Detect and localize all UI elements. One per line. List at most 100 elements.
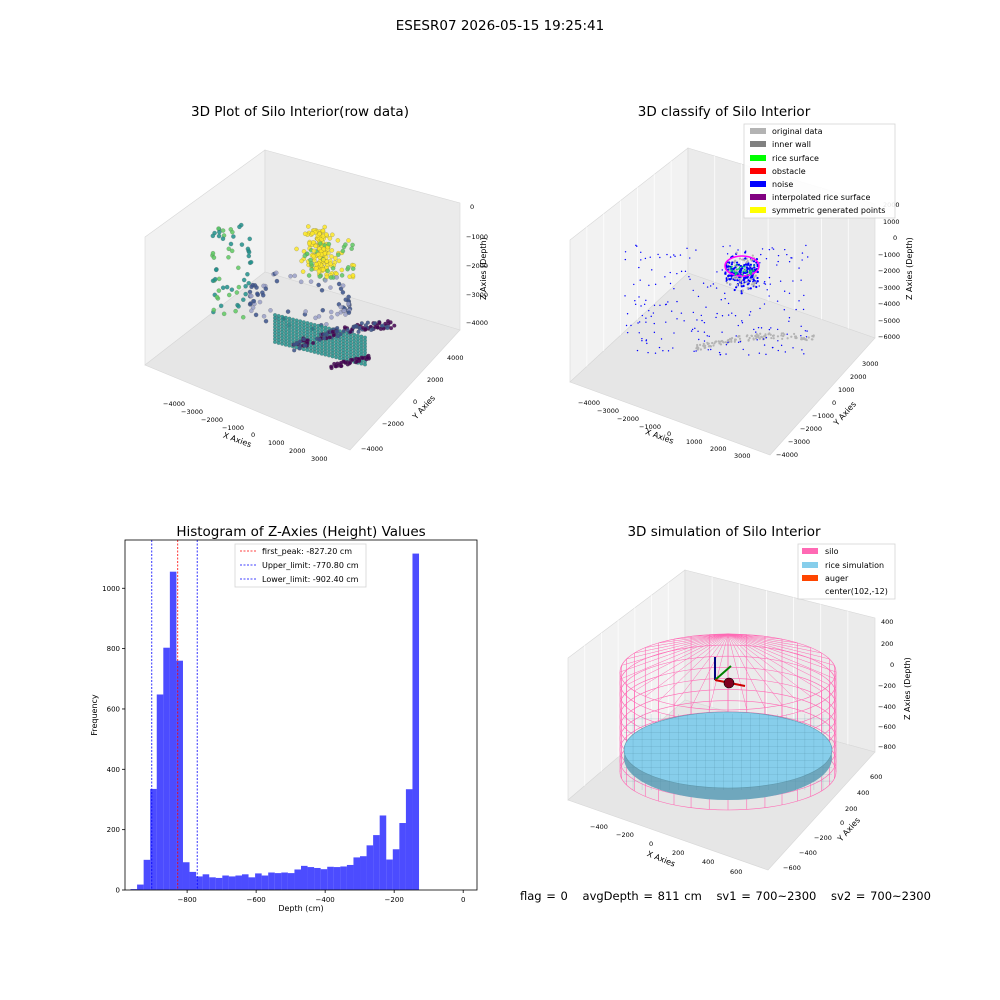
legend-label: auger xyxy=(825,574,849,583)
silo-roof-line xyxy=(621,633,729,679)
scatter-point xyxy=(316,269,322,274)
scatter-point xyxy=(719,340,722,343)
scatter-point xyxy=(758,285,760,287)
legend-swatch xyxy=(750,168,766,174)
scatter-point xyxy=(220,228,226,233)
scatter-point xyxy=(280,341,285,346)
scatter-point xyxy=(672,347,674,349)
scatter-point xyxy=(738,266,741,269)
p4-y-tick: −400 xyxy=(799,849,817,857)
scatter-point xyxy=(680,312,683,314)
silo-roof-line xyxy=(727,633,747,710)
scatter-point xyxy=(770,336,773,340)
scatter-point xyxy=(727,274,730,278)
silo-roof-line xyxy=(673,633,729,706)
scatter-point xyxy=(684,270,687,273)
scatter-point xyxy=(764,333,767,336)
scatter-point xyxy=(231,234,236,239)
scatter-point xyxy=(793,335,797,338)
scatter-point xyxy=(727,341,729,344)
scatter-point xyxy=(798,300,800,302)
silo-roof-line xyxy=(727,633,830,660)
scatter-point xyxy=(635,244,637,247)
scatter-point xyxy=(788,260,791,263)
scatter-point xyxy=(746,260,749,263)
scatter-point xyxy=(801,337,804,340)
scatter-point xyxy=(757,326,760,329)
scatter-point xyxy=(763,344,766,346)
scatter-point xyxy=(641,314,644,317)
silo-roof-line xyxy=(621,633,729,666)
scatter-point xyxy=(801,349,803,351)
scatter-point xyxy=(734,269,737,273)
scatter-point xyxy=(725,278,728,282)
scatter-point xyxy=(268,308,273,313)
scatter-point xyxy=(686,247,688,250)
legend-label: Upper_limit: -770.80 cm xyxy=(262,561,359,570)
silo-roof-line xyxy=(727,633,783,640)
scatter-point xyxy=(800,335,802,337)
scatter-point xyxy=(734,271,736,274)
scatter-point xyxy=(346,310,352,315)
scatter-point xyxy=(737,341,740,343)
p4-zlabel: Z Axies (Depth) xyxy=(903,657,912,720)
legend-label: Lower_limit: -902.40 cm xyxy=(262,575,359,584)
scatter-point xyxy=(247,236,252,242)
legend-swatch xyxy=(750,141,766,147)
p4-y-tick: 200 xyxy=(845,805,857,813)
scatter-point xyxy=(303,343,308,348)
p2-z-tick: 0 xyxy=(893,234,897,242)
panel2-title: 3D classify of Silo Interior xyxy=(637,104,811,120)
p2-z-tick: −1000 xyxy=(878,251,900,259)
scatter-point xyxy=(747,263,750,266)
scatter-point xyxy=(804,330,807,332)
scatter-point xyxy=(777,340,779,342)
scatter-point xyxy=(334,364,339,369)
scatter-point xyxy=(737,249,739,251)
scatter-point xyxy=(346,301,351,307)
scatter-point xyxy=(749,278,753,281)
scatter-point xyxy=(643,303,646,306)
scatter-point xyxy=(744,270,747,273)
scatter-point xyxy=(653,331,656,334)
histogram-y-tick-label: 400 xyxy=(107,766,120,774)
scatter-point xyxy=(645,321,647,323)
scatter-point xyxy=(760,327,763,329)
scatter-point xyxy=(763,280,766,283)
scatter-point xyxy=(725,353,727,355)
scatter-point xyxy=(245,272,250,277)
scatter-point xyxy=(788,292,791,295)
histogram-bar xyxy=(150,788,157,890)
silo-roof-line xyxy=(727,633,835,666)
scatter-point xyxy=(673,254,675,256)
scatter-point xyxy=(736,271,738,274)
scatter-point xyxy=(653,304,656,307)
scatter-point xyxy=(752,338,755,341)
scatter-point xyxy=(339,363,344,368)
p4-y-tick: −200 xyxy=(814,834,832,842)
scatter-point xyxy=(777,260,779,263)
scatter-point xyxy=(756,339,758,341)
scatter-point xyxy=(743,265,746,268)
scatter-point xyxy=(763,282,765,284)
scatter-point xyxy=(749,263,752,266)
scatter-point xyxy=(725,265,728,268)
scatter-point xyxy=(651,269,653,271)
scatter-point xyxy=(754,281,757,284)
scatter-point xyxy=(734,274,737,276)
scatter-point xyxy=(763,335,766,338)
silo-roof-line xyxy=(727,633,811,648)
scatter-point xyxy=(777,349,779,352)
silo-roof-line xyxy=(727,633,798,644)
scatter-point xyxy=(365,320,370,325)
silo-roof-line xyxy=(727,633,783,706)
silo-roof-line xyxy=(645,633,729,648)
histogram-bar xyxy=(301,865,308,890)
scatter-point xyxy=(293,342,298,347)
p1-x-tick: −1000 xyxy=(222,424,244,432)
p4-x-tick: −200 xyxy=(616,831,634,839)
scatter-point xyxy=(318,241,323,246)
histogram-y-tick-label: 600 xyxy=(107,705,120,713)
p1-y-tick: −2000 xyxy=(382,420,404,428)
histogram-bar xyxy=(353,857,361,890)
